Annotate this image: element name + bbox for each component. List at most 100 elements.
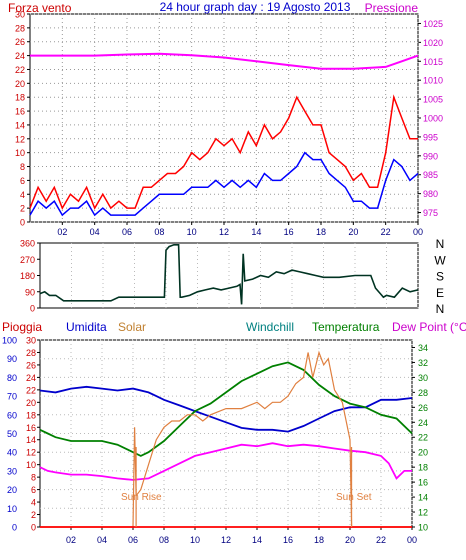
direction-left-tick-label: 180: [20, 271, 35, 281]
wind-x-tick-label: 16: [284, 227, 294, 237]
temp-x-tick-label: 08: [159, 535, 169, 545]
wind-x-tick-label: 00: [413, 227, 423, 237]
wind-left-tick-label: 8: [20, 162, 25, 172]
pressure-label: Pressione: [365, 1, 419, 15]
wind-left-tick-label: 4: [20, 190, 25, 200]
wind-x-tick-label: 14: [251, 227, 261, 237]
gust-series-line: [29, 94, 418, 210]
humidity-tick-label: 0: [12, 523, 17, 533]
wind-left-tick-label: 10: [15, 148, 25, 158]
humidity-tick-label: 10: [7, 504, 17, 514]
temp-right-tick-label: 14: [418, 493, 428, 503]
temp-right-tick-label: 30: [418, 373, 428, 383]
temperature-humidity-panel: 0102030405060708090100024681012141618202…: [2, 336, 428, 546]
wind-x-tick-label: 08: [154, 227, 164, 237]
temp-x-tick-label: 22: [376, 535, 386, 545]
direction-left-tick-label: 90: [25, 287, 35, 297]
pressure-right-tick-label: 1010: [423, 76, 443, 86]
temp-x-tick-label: 02: [66, 535, 76, 545]
wind-left-tick-label: 20: [15, 79, 25, 89]
wind-left-tick-label: 24: [15, 51, 25, 61]
humidity-series-line: [39, 385, 413, 433]
wind-left-tick-label: 26: [15, 37, 25, 47]
temp-x-tick-label: 20: [345, 535, 355, 545]
temp-right-tick-label: 10: [418, 523, 428, 533]
solar-series-line: [40, 350, 412, 528]
compass-label: E: [436, 286, 444, 300]
wind-left-tick-label: 28: [15, 23, 25, 33]
solar-tick-label: 14: [26, 435, 36, 445]
temperature-series-line: [39, 361, 413, 457]
humidity-tick-label: 90: [7, 354, 17, 364]
wind-left-tick-label: 6: [20, 176, 25, 186]
solar-tick-label: 22: [26, 385, 36, 395]
wind-x-tick-label: 20: [348, 227, 358, 237]
wind-x-tick-label: 12: [219, 227, 229, 237]
wind-left-tick-label: 12: [15, 134, 25, 144]
temp-x-tick-label: 00: [407, 535, 417, 545]
temperature-label: Temperatura: [312, 320, 380, 334]
temp-right-tick-label: 34: [418, 343, 428, 353]
temp-x-tick-label: 14: [252, 535, 262, 545]
wind-left-tick-label: 16: [15, 107, 25, 117]
temp-right-tick-label: 24: [418, 418, 428, 428]
pressure-right-tick-label: 980: [423, 189, 438, 199]
wind-x-tick-label: 02: [57, 227, 67, 237]
pressure-right-tick-label: 1015: [423, 57, 443, 67]
temp-x-tick-label: 18: [314, 535, 324, 545]
humidity-label: Umidita: [66, 320, 107, 334]
windchill-label: Windchill: [246, 320, 294, 334]
solar-tick-label: 8: [31, 473, 36, 483]
temp-right-tick-label: 16: [418, 478, 428, 488]
humidity-tick-label: 60: [7, 410, 17, 420]
humidity-tick-label: 70: [7, 392, 17, 402]
wind-x-tick-label: 10: [187, 227, 197, 237]
wind-left-tick-label: 30: [15, 10, 25, 20]
solar-tick-label: 2: [31, 510, 36, 520]
wind-x-tick-label: 06: [122, 227, 132, 237]
temp-x-tick-label: 10: [190, 535, 200, 545]
wind-x-tick-label: 04: [90, 227, 100, 237]
pressure-right-tick-label: 1025: [423, 19, 443, 29]
direction-left-tick-label: 360: [20, 239, 35, 249]
wind-force-label: Forza vento: [8, 1, 72, 15]
solar-tick-label: 16: [26, 423, 36, 433]
temp-right-tick-label: 22: [418, 433, 428, 443]
wind-pressure-panel: 0246810121416182022242628309759809859909…: [15, 10, 443, 238]
pressure-right-tick-label: 1000: [423, 114, 443, 124]
wind-x-tick-label: 18: [316, 227, 326, 237]
wind-x-tick-label: 22: [381, 227, 391, 237]
humidity-tick-label: 20: [7, 485, 17, 495]
temp-right-tick-label: 32: [418, 358, 428, 368]
wind-left-tick-label: 22: [15, 65, 25, 75]
compass-label: S: [436, 270, 444, 284]
temp-right-tick-label: 26: [418, 403, 428, 413]
direction-left-tick-label: 270: [20, 255, 35, 265]
dewpoint-series-line: [39, 442, 412, 481]
dewpoint-label: Dew Point (°C): [392, 320, 466, 334]
solar-tick-label: 0: [31, 523, 36, 533]
wind-series-line: [29, 151, 419, 217]
solar-tick-label: 18: [26, 410, 36, 420]
solar-tick-label: 24: [26, 373, 36, 383]
temp-x-tick-label: 06: [128, 535, 138, 545]
pressure-right-tick-label: 995: [423, 132, 438, 142]
pressure-right-tick-label: 1005: [423, 95, 443, 105]
humidity-tick-label: 80: [7, 373, 17, 383]
compass-label: W: [434, 253, 446, 267]
wind-left-tick-label: 2: [20, 204, 25, 214]
temp-right-tick-label: 12: [418, 508, 428, 518]
direction-series-line: [39, 244, 419, 305]
solar-tick-label: 6: [31, 485, 36, 495]
temp-right-tick-label: 28: [418, 388, 428, 398]
solar-tick-label: 20: [26, 398, 36, 408]
wind-left-tick-label: 18: [15, 93, 25, 103]
humidity-tick-label: 30: [7, 466, 17, 476]
solar-tick-label: 4: [31, 498, 36, 508]
pressure-right-tick-label: 990: [423, 151, 438, 161]
rain-label: Pioggia: [2, 320, 42, 334]
humidity-tick-label: 50: [7, 429, 17, 439]
chart-title: 24 hour graph day : 19 Agosto 2013: [160, 0, 351, 14]
